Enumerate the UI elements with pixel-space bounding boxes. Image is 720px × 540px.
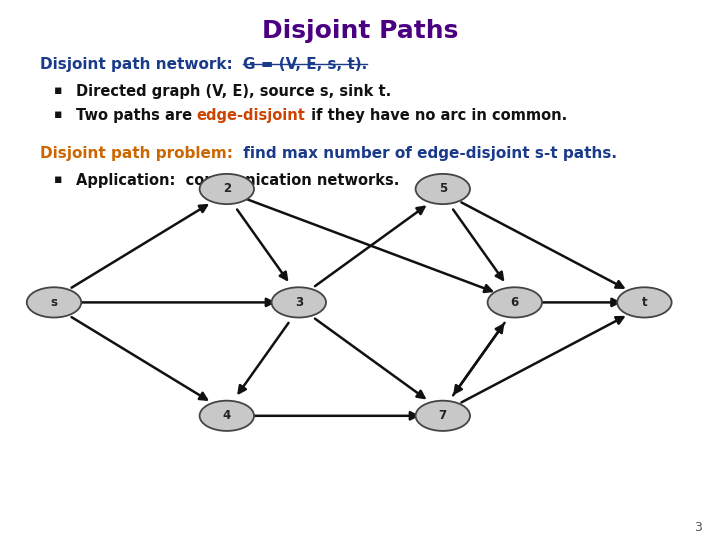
Text: edge-disjoint: edge-disjoint bbox=[197, 108, 306, 123]
Text: Disjoint path network:: Disjoint path network: bbox=[40, 57, 243, 72]
Text: if they have no arc in common.: if they have no arc in common. bbox=[306, 108, 567, 123]
Ellipse shape bbox=[617, 287, 672, 318]
Ellipse shape bbox=[271, 287, 326, 318]
Text: Application:  communication networks.: Application: communication networks. bbox=[76, 173, 399, 188]
Ellipse shape bbox=[199, 401, 254, 431]
Text: t: t bbox=[642, 296, 647, 309]
Text: 3: 3 bbox=[694, 521, 702, 534]
Text: Two paths are: Two paths are bbox=[76, 108, 197, 123]
Text: 3: 3 bbox=[294, 296, 303, 309]
Text: Directed graph (V, E), source s, sink t.: Directed graph (V, E), source s, sink t. bbox=[76, 84, 391, 99]
Text: s: s bbox=[50, 296, 58, 309]
Text: find max number of edge-disjoint s-t paths.: find max number of edge-disjoint s-t pat… bbox=[238, 146, 617, 161]
Ellipse shape bbox=[199, 174, 254, 204]
Text: ▪: ▪ bbox=[54, 173, 63, 186]
Ellipse shape bbox=[487, 287, 542, 318]
Text: G = (V, E, s, t).: G = (V, E, s, t). bbox=[243, 57, 367, 72]
Text: Disjoint path problem:: Disjoint path problem: bbox=[40, 146, 238, 161]
Text: Disjoint Paths: Disjoint Paths bbox=[262, 19, 458, 43]
Ellipse shape bbox=[415, 401, 470, 431]
Ellipse shape bbox=[415, 174, 470, 204]
Text: 7: 7 bbox=[438, 409, 447, 422]
Text: 5: 5 bbox=[438, 183, 447, 195]
Ellipse shape bbox=[27, 287, 81, 318]
Text: 6: 6 bbox=[510, 296, 519, 309]
Text: 4: 4 bbox=[222, 409, 231, 422]
Text: 2: 2 bbox=[222, 183, 231, 195]
Text: ▪: ▪ bbox=[54, 108, 63, 121]
Text: ▪: ▪ bbox=[54, 84, 63, 97]
